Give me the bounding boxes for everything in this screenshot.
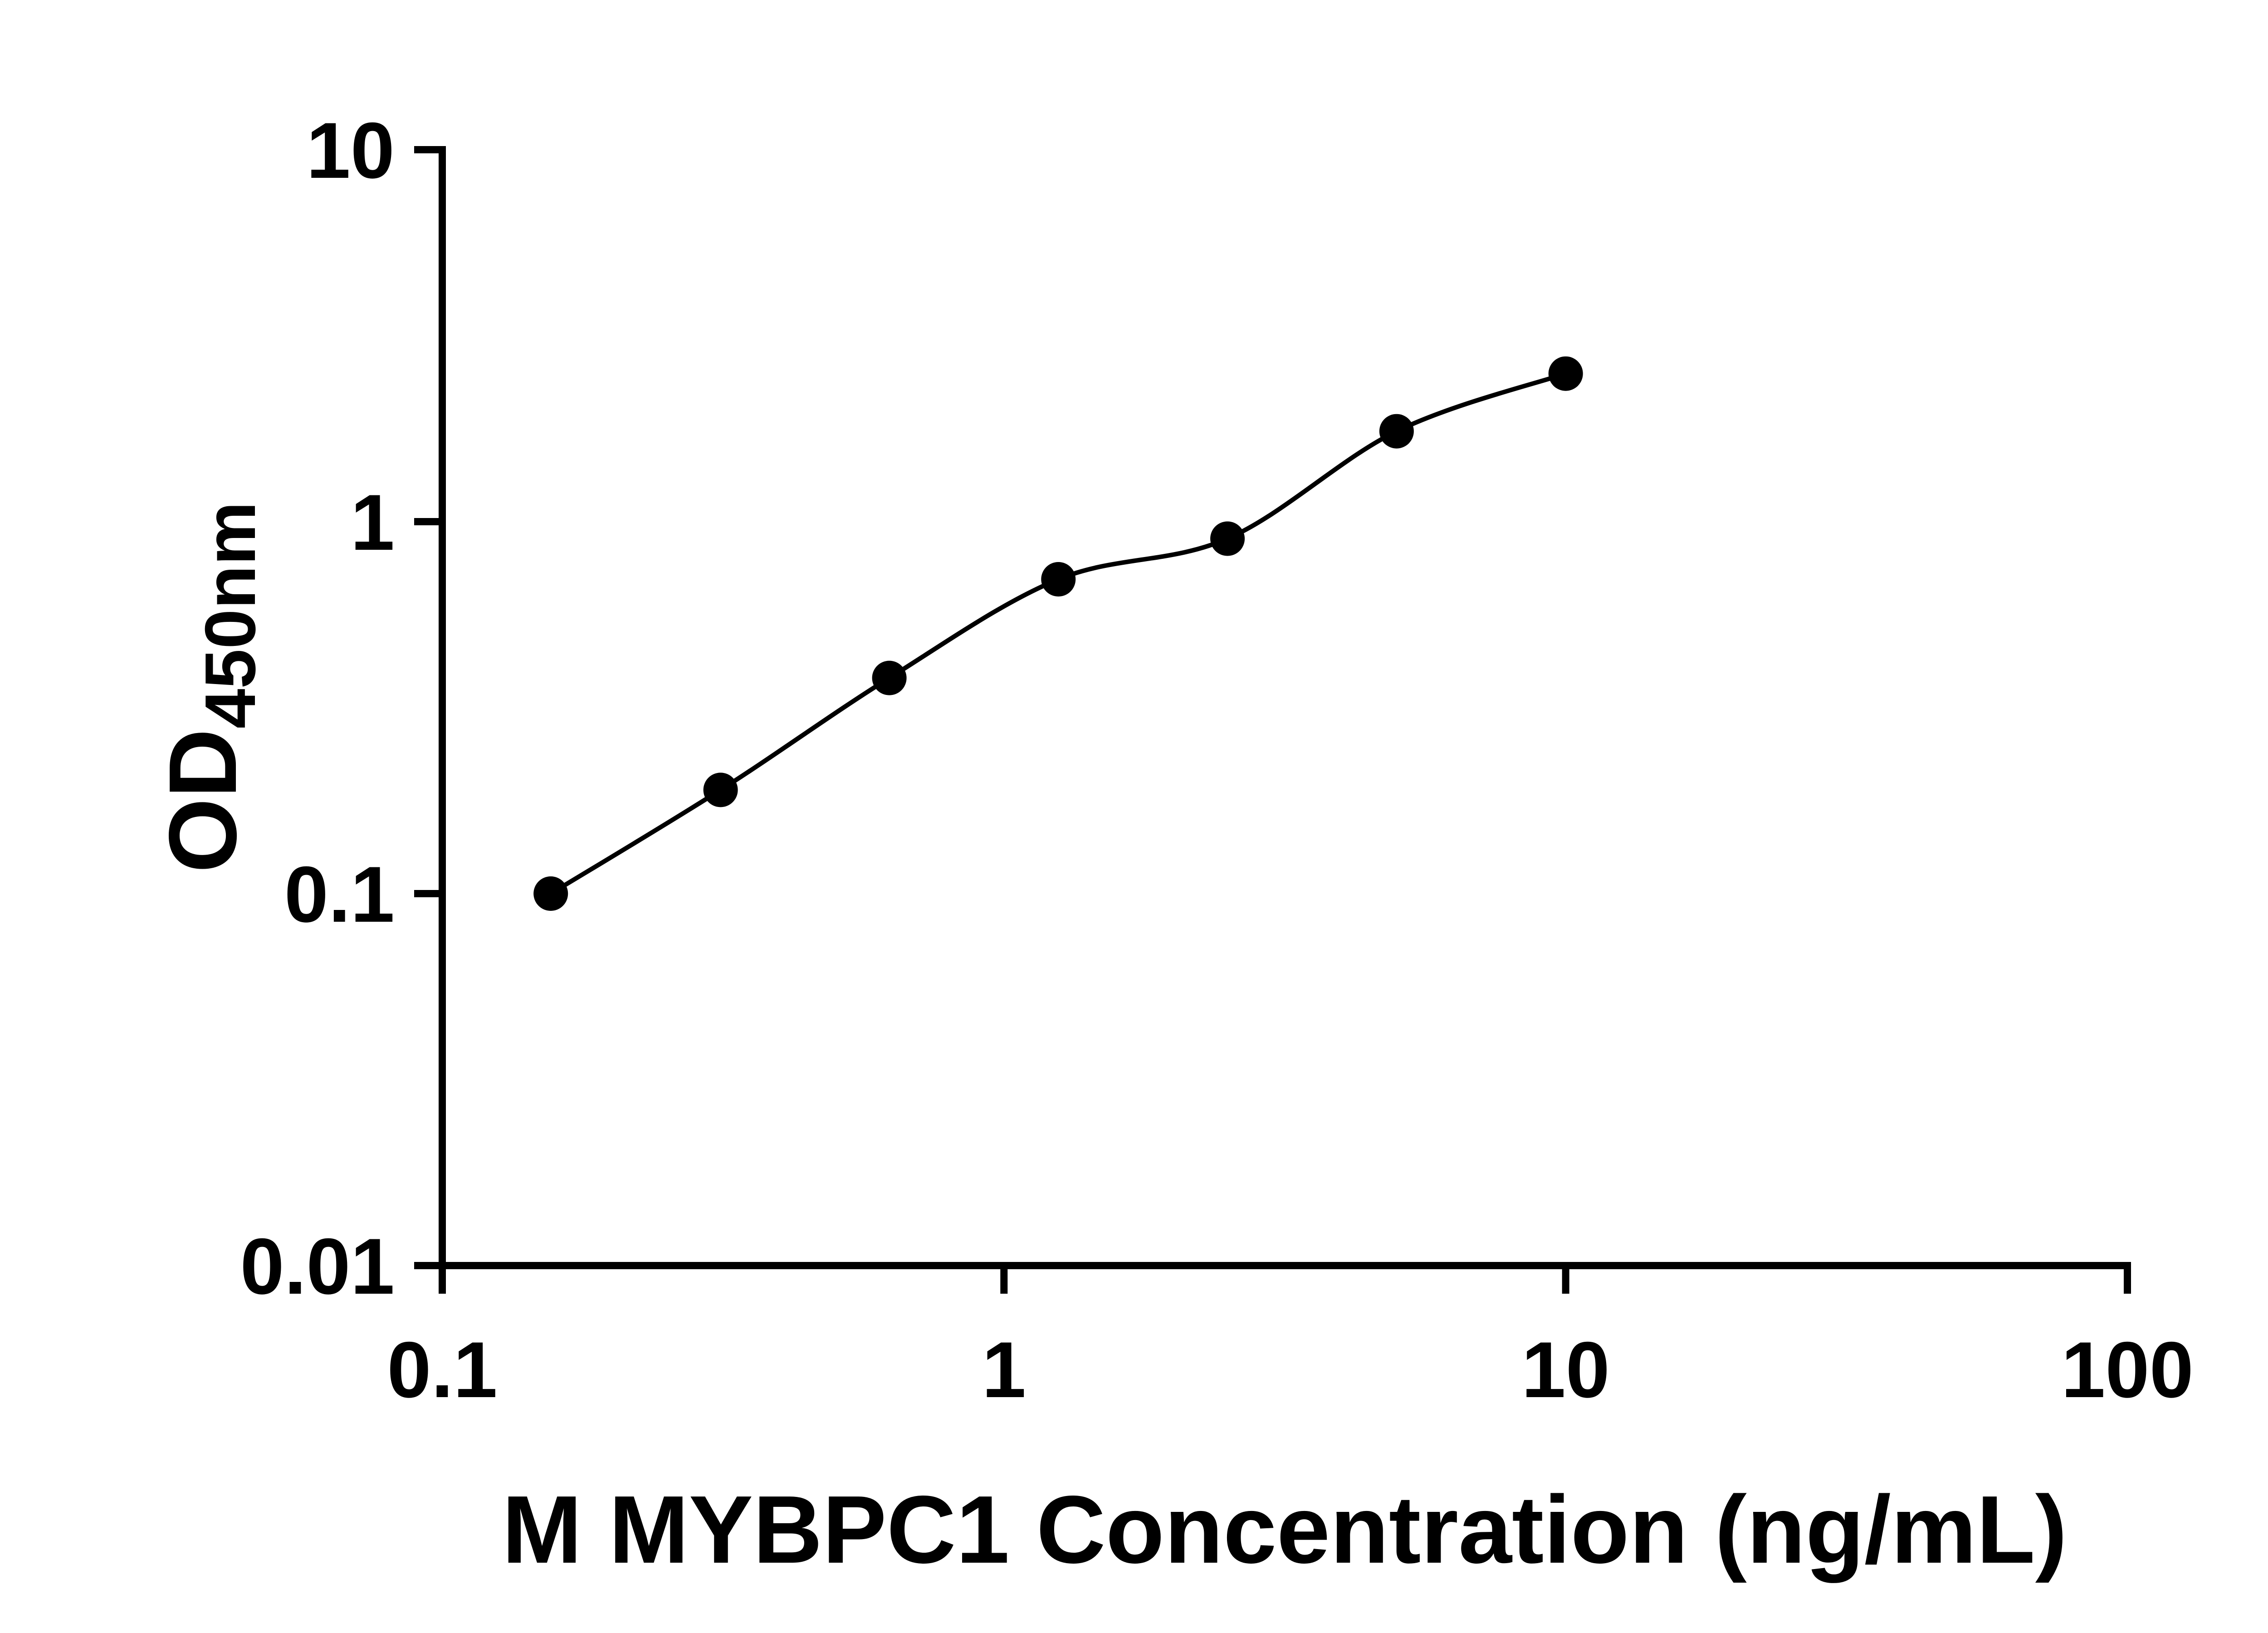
data-point: [703, 772, 738, 807]
y-axis-title-main: OD: [149, 728, 256, 873]
axis-spine: [439, 146, 2131, 1269]
y-axis-title: OD450nm: [149, 502, 270, 873]
data-point: [1041, 562, 1076, 596]
data-point: [1548, 356, 1583, 391]
x-axis-tick-label: 0.1: [387, 1326, 497, 1414]
data-point: [872, 660, 907, 695]
y-axis-tick-label: 0.01: [240, 1222, 395, 1311]
x-axis-tick-label: 100: [2061, 1326, 2194, 1414]
y-axis-tick-label: 10: [306, 107, 395, 195]
plot-area: 0.01 0.1 1 10 0.1 1 10 100: [240, 107, 2194, 1414]
fit-curve: [549, 371, 1567, 896]
y-axis-title-subscript: 450nm: [191, 502, 270, 729]
x-axis-tick-label: 1: [982, 1326, 1026, 1414]
data-point: [1210, 521, 1245, 556]
x-axis-title: M MYBPC1 Concentration (ng/mL): [502, 1476, 2068, 1583]
data-point: [1379, 414, 1414, 449]
y-axis-tick-label: 0.1: [284, 851, 395, 939]
x-axis-tick-label: 10: [1521, 1326, 1610, 1414]
y-axis-tick-label: 1: [351, 479, 395, 567]
data-point: [533, 876, 568, 911]
